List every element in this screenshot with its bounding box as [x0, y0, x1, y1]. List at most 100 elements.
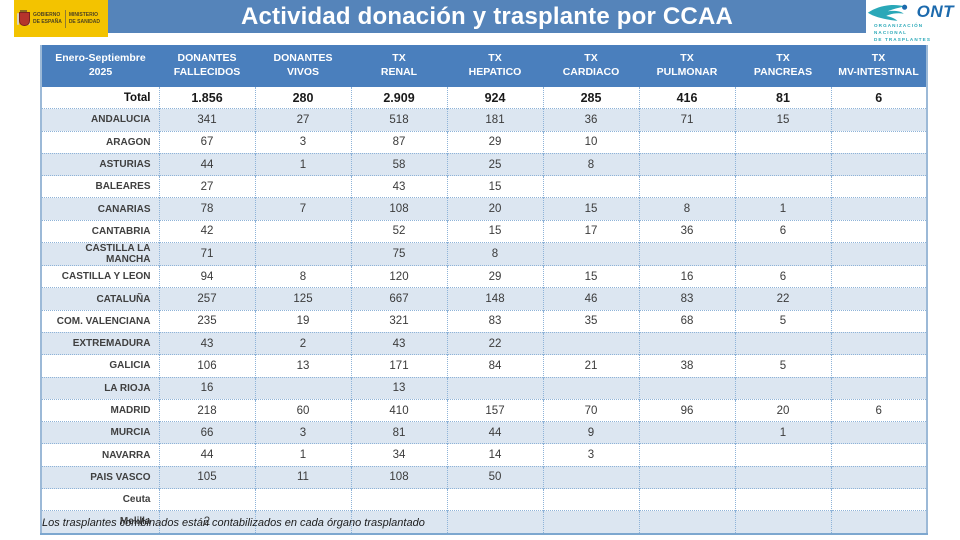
- region-label: CANARIAS: [41, 197, 160, 221]
- value-cell: [639, 331, 736, 355]
- value-cell: [543, 331, 640, 355]
- table-row: BALEARES 27 43 15: [41, 175, 927, 198]
- value-cell: [639, 242, 736, 266]
- value-cell: [255, 242, 352, 266]
- spain-government-logo: GOBIERNO DE ESPAÑA MINISTERIO DE SANIDAD: [14, 0, 108, 37]
- value-cell: 181: [447, 108, 544, 132]
- value-cell: 83: [639, 287, 736, 311]
- value-cell: 35: [543, 309, 640, 333]
- ministry-label: MINISTERIO DE SANIDAD: [68, 11, 100, 25]
- value-cell: [735, 242, 832, 266]
- value-cell: 148: [447, 287, 544, 311]
- value-cell: [831, 488, 927, 511]
- value-cell: [447, 376, 544, 400]
- value-cell: 34: [351, 443, 448, 467]
- table-body: Total 1.856 280 2.909 924 285 416 81 6 ANDALUCIA 3…: [41, 87, 927, 534]
- table-header-row: Enero-Septiembre 2025 DONANTES FALLECIDO…: [41, 45, 927, 87]
- value-cell: 20: [735, 398, 832, 422]
- value-cell: [255, 219, 352, 243]
- table-row: Ceuta: [41, 488, 927, 511]
- region-label: ARAGON: [41, 130, 160, 154]
- value-cell: 83: [447, 309, 544, 333]
- value-cell: [639, 510, 736, 534]
- table-row: CASTILLA Y LEON 94 8 120 29 15 16 6: [41, 265, 927, 288]
- spain-coat-of-arms-icon: [17, 10, 30, 27]
- value-cell: 108: [351, 197, 448, 221]
- value-cell: 410: [351, 398, 448, 422]
- value-cell: 280: [255, 87, 352, 109]
- value-cell: 50: [447, 465, 544, 489]
- value-cell: 13: [351, 376, 448, 400]
- ont-bird-icon: [867, 4, 907, 21]
- value-cell: [735, 510, 832, 534]
- region-label: ASTURIAS: [41, 152, 160, 176]
- value-cell: [543, 242, 640, 266]
- value-cell: [831, 175, 927, 198]
- value-cell: 5: [735, 354, 832, 378]
- value-cell: 5: [735, 309, 832, 333]
- activity-table: Enero-Septiembre 2025 DONANTES FALLECIDO…: [40, 45, 928, 535]
- value-cell: 1: [735, 197, 832, 221]
- value-cell: 36: [543, 108, 640, 132]
- region-label: ANDALUCIA: [41, 108, 160, 132]
- value-cell: [639, 488, 736, 511]
- value-cell: 43: [159, 331, 256, 355]
- value-cell: 43: [351, 175, 448, 198]
- region-label: EXTREMADURA: [41, 331, 160, 355]
- value-cell: 75: [351, 242, 448, 266]
- value-cell: 44: [159, 152, 256, 176]
- value-cell: 3: [255, 421, 352, 444]
- page-title: Actividad donación y trasplante por CCAA: [240, 2, 734, 30]
- table-row: CANTABRIA 42 52 15 17 36 6: [41, 219, 927, 243]
- value-cell: 9: [543, 421, 640, 444]
- value-cell: 21: [543, 354, 640, 378]
- value-cell: 67: [159, 130, 256, 154]
- column-header: TX PULMONAR: [639, 45, 735, 87]
- value-cell: 66: [159, 421, 256, 444]
- table-row: GALICIA 106 13 171 84 21 38 5: [41, 354, 927, 378]
- table-row: ASTURIAS 44 1 58 25 8: [41, 152, 927, 176]
- value-cell: 15: [735, 108, 832, 132]
- value-cell: 3: [255, 130, 352, 154]
- value-cell: [831, 108, 927, 132]
- value-cell: 108: [351, 465, 448, 489]
- column-header: TX MV-INTESTINAL: [831, 45, 927, 87]
- value-cell: [447, 488, 544, 511]
- value-cell: 84: [447, 354, 544, 378]
- value-cell: 157: [447, 398, 544, 422]
- value-cell: 8: [639, 197, 736, 221]
- value-cell: [831, 197, 927, 221]
- region-label: Ceuta: [41, 488, 160, 511]
- region-label: BALEARES: [41, 175, 160, 198]
- value-cell: [351, 488, 448, 511]
- value-cell: 11: [255, 465, 352, 489]
- value-cell: 29: [447, 265, 544, 288]
- total-label: Total: [41, 87, 160, 109]
- value-cell: 29: [447, 130, 544, 154]
- value-cell: [831, 287, 927, 311]
- value-cell: 19: [255, 309, 352, 333]
- column-header: DONANTES VIVOS: [255, 45, 351, 87]
- value-cell: [735, 488, 832, 511]
- value-cell: 60: [255, 398, 352, 422]
- region-label: CASTILLA LA MANCHA: [41, 242, 160, 266]
- value-cell: [447, 510, 544, 534]
- value-cell: [735, 152, 832, 176]
- value-cell: [543, 376, 640, 400]
- value-cell: 667: [351, 287, 448, 311]
- value-cell: [639, 421, 736, 444]
- ccaa-table: Enero-Septiembre 2025 DONANTES FALLECIDO…: [40, 45, 928, 535]
- value-cell: 96: [639, 398, 736, 422]
- value-cell: [351, 510, 448, 534]
- value-cell: [831, 376, 927, 400]
- footnote: Los trasplantes combinados están contabi…: [42, 517, 425, 529]
- table-row: EXTREMADURA 43 2 43 22: [41, 331, 927, 355]
- value-cell: [831, 421, 927, 444]
- value-cell: [831, 465, 927, 489]
- region-label: COM. VALENCIANA: [41, 309, 160, 333]
- region-label: NAVARRA: [41, 443, 160, 467]
- value-cell: 6: [875, 90, 883, 105]
- logo-divider: [64, 9, 66, 28]
- region-label: GALICIA: [41, 354, 160, 378]
- value-cell: 2: [255, 331, 352, 355]
